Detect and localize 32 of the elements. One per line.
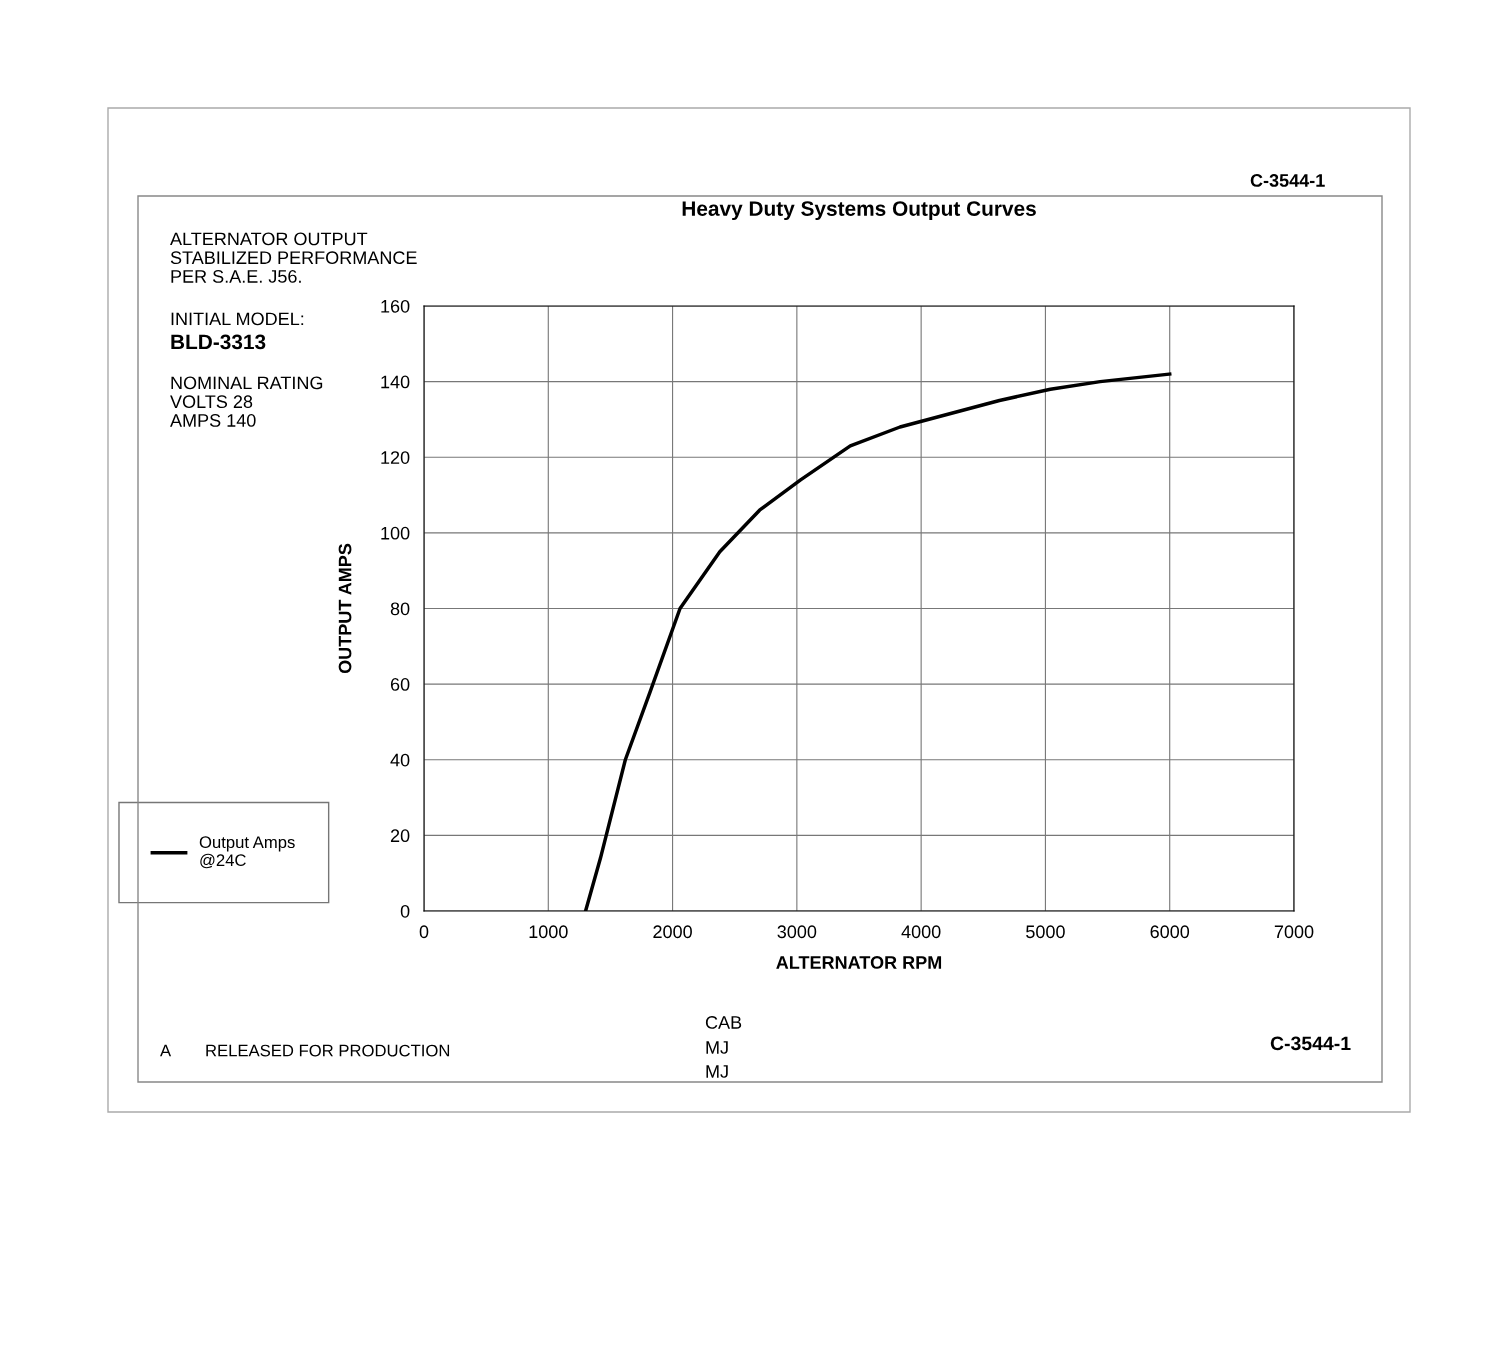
text: INITIAL MODEL: bbox=[171, 312, 304, 326]
text: MJ bbox=[706, 1041, 728, 1054]
y-tick-label: 60 bbox=[390, 678, 410, 691]
text: ALTERNATOR OUTPUT STABILIZED PERFORMANCE PER S.A.E. J56. bbox=[170, 232, 417, 283]
x-tick-label: 7000 bbox=[1274, 925, 1314, 939]
x-tick-label: 6000 bbox=[1150, 925, 1190, 939]
x-tick-label: 2000 bbox=[653, 925, 692, 939]
x-tick-label: 4000 bbox=[901, 925, 941, 939]
y-tick-label: 160 bbox=[381, 299, 410, 313]
y-tick-label: 120 bbox=[381, 451, 410, 464]
text: A bbox=[160, 1044, 172, 1057]
text: MJ bbox=[706, 1065, 728, 1078]
text: BLD-3313 bbox=[171, 334, 266, 350]
y-tick-label: 80 bbox=[390, 602, 410, 616]
text: CAB bbox=[705, 1016, 742, 1029]
x-tick-label: 0 bbox=[419, 925, 429, 939]
x-tick-label: 5000 bbox=[1026, 925, 1065, 939]
y-tick-label: 0 bbox=[400, 904, 410, 918]
x-tick-label: 3000 bbox=[777, 925, 817, 939]
x-tick-label: 1000 bbox=[529, 925, 568, 939]
y-tick-label: 140 bbox=[381, 375, 410, 389]
text: C-3544-1 bbox=[1250, 174, 1325, 187]
y-tick-label: 40 bbox=[390, 753, 410, 767]
y-tick-label: 100 bbox=[381, 526, 410, 540]
text: NOMINAL RATING VOLTS 28 AMPS 140 bbox=[170, 376, 323, 427]
y-tick-label: 20 bbox=[390, 829, 410, 843]
legend-label: Output Amps @24C bbox=[199, 836, 295, 869]
y-axis-title: OUTPUT AMPS bbox=[338, 543, 352, 674]
text: C-3544-1 bbox=[1270, 1036, 1351, 1051]
x-axis-title: ALTERNATOR RPM bbox=[776, 956, 942, 969]
text: RELEASED FOR PRODUCTION bbox=[206, 1044, 450, 1057]
chart-title: Heavy Duty Systems Output Curves bbox=[682, 201, 1036, 221]
